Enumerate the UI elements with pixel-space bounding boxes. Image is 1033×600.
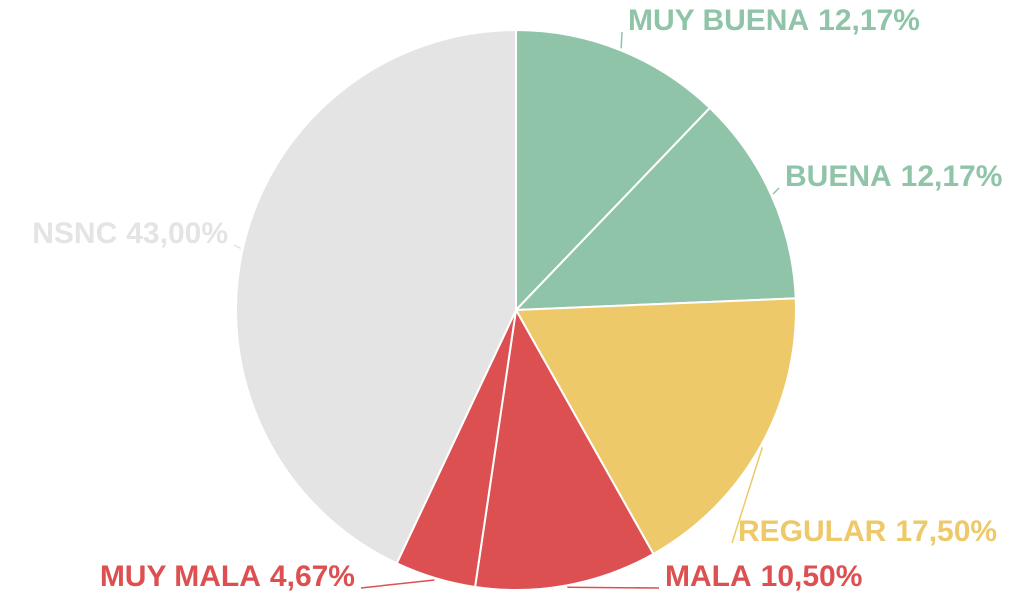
pie-slice	[515, 28, 712, 313]
category-label: MUY BUENA	[628, 4, 809, 37]
value-label: 43,00%	[126, 217, 228, 250]
leader-line	[567, 586, 660, 589]
leader-line	[620, 31, 623, 49]
category-label: REGULAR	[738, 515, 887, 548]
pie-slice	[473, 306, 655, 591]
leader-line	[772, 187, 780, 195]
category-label: BUENA	[785, 160, 892, 193]
value-label: 12,17%	[901, 160, 1003, 193]
slice-label: MUY MALA 4,67%	[100, 560, 355, 593]
category-label: MUY MALA	[100, 560, 261, 593]
value-label: 4,67%	[270, 560, 355, 593]
slice-label: REGULAR 17,50%	[738, 515, 997, 548]
slice-label: MALA 10,50%	[665, 560, 862, 593]
pie-slice	[514, 297, 797, 556]
leader-line	[360, 579, 435, 589]
pie-slice	[235, 28, 517, 565]
pie-slice	[513, 106, 797, 312]
category-label: MALA	[665, 560, 752, 593]
leader-line	[731, 446, 764, 544]
slice-label: MUY BUENA 12,17%	[628, 4, 920, 37]
value-label: 10,50%	[761, 560, 863, 593]
slice-label: NSNC 43,00%	[32, 217, 228, 250]
value-label: 12,17%	[818, 4, 920, 37]
leader-line	[233, 244, 242, 250]
value-label: 17,50%	[895, 515, 997, 548]
category-label: NSNC	[32, 217, 117, 250]
slice-label: BUENA 12,17%	[785, 160, 1002, 193]
